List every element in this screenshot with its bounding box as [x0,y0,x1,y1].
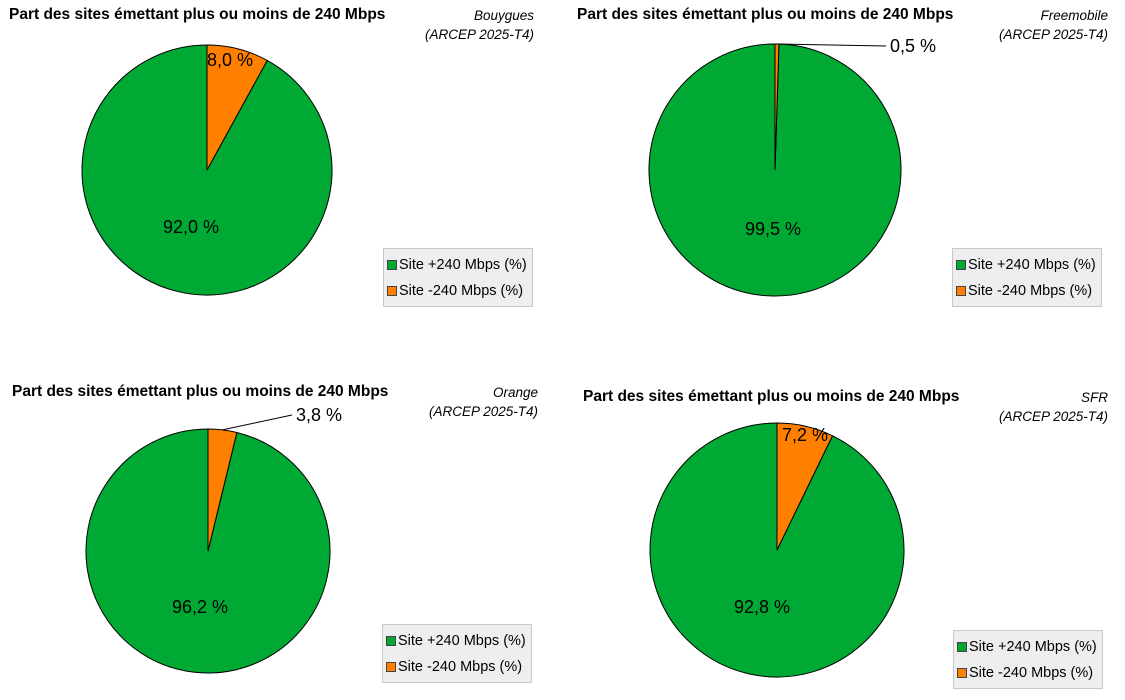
data-label-minus-240: 7,2 % [782,425,828,445]
pie-chart: 96,2 % 3,8 % [85,405,342,674]
chart-title: Part des sites émettant plus ou moins de… [583,388,960,405]
chart-title: Part des sites émettant plus ou moins de… [12,383,389,400]
legend: Site +240 Mbps (%) Site -240 Mbps (%) [953,630,1103,689]
legend-item: Site -240 Mbps (%) [386,657,522,677]
data-label-plus-240: 96,2 % [172,597,228,617]
operator-name: Orange [492,385,538,400]
legend-label: Site -240 Mbps (%) [969,665,1094,681]
chart-panel-sfr: Part des sites émettant plus ou moins de… [562,350,1124,700]
data-label-minus-240: 0,5 % [890,36,936,56]
legend-item: Site +240 Mbps (%) [956,255,1096,275]
label-leader-line [776,43,887,47]
legend-label: Site -240 Mbps (%) [968,283,1093,299]
pie-chart: 99,5 % 0,5 % [648,36,936,297]
legend-swatch-green [387,260,397,270]
source-label: (ARCEP 2025-T4) [424,27,534,42]
legend-swatch-green [956,260,966,270]
chart-panel-freemobile: Part des sites émettant plus ou moins de… [562,0,1124,350]
legend-label: Site -240 Mbps (%) [398,659,523,675]
source-label: (ARCEP 2025-T4) [998,409,1108,424]
data-label-plus-240: 92,0 % [163,217,219,237]
legend-label: Site -240 Mbps (%) [399,283,524,299]
source-label: (ARCEP 2025-T4) [428,404,538,419]
data-label-plus-240: 99,5 % [745,219,801,239]
legend-label: Site +240 Mbps (%) [399,257,527,273]
pie-chart: 92,0 % 8,0 % [81,44,333,296]
legend-label: Site +240 Mbps (%) [969,639,1097,655]
chart-title: Part des sites émettant plus ou moins de… [577,6,954,23]
chart-subtitle: Freemobile (ARCEP 2025-T4) [999,6,1108,44]
legend-item: Site -240 Mbps (%) [957,663,1093,683]
legend-item: Site -240 Mbps (%) [387,281,523,301]
legend-swatch-green [957,642,967,652]
legend-item: Site +240 Mbps (%) [957,637,1097,657]
pie-slice-plus-240 [649,422,905,678]
legend-swatch-orange [387,286,397,296]
chart-title: Part des sites émettant plus ou moins de… [9,6,386,23]
legend-swatch-green [386,636,396,646]
operator-name: Bouygues [473,8,534,23]
legend-item: Site +240 Mbps (%) [386,631,526,651]
chart-subtitle: SFR (ARCEP 2025-T4) [999,388,1108,426]
data-label-plus-240: 92,8 % [734,597,790,617]
source-label: (ARCEP 2025-T4) [998,27,1108,42]
pie-chart: 92,8 % 7,2 % [649,422,905,678]
operator-name: SFR [1081,390,1108,405]
legend: Site +240 Mbps (%) Site -240 Mbps (%) [383,248,533,307]
chart-panel-orange: Part des sites émettant plus ou moins de… [0,350,562,700]
legend-swatch-orange [386,662,396,672]
chart-subtitle: Orange (ARCEP 2025-T4) [429,383,538,421]
legend-item: Site +240 Mbps (%) [387,255,527,275]
pie-slice-minus-240 [776,422,834,551]
data-label-minus-240: 3,8 % [296,405,342,425]
legend-swatch-orange [957,668,967,678]
chart-subtitle: Bouygues (ARCEP 2025-T4) [425,6,534,44]
legend-swatch-orange [956,286,966,296]
pie-slice-minus-240 [206,44,268,171]
chart-panel-bouygues: Part des sites émettant plus ou moins de… [0,0,562,350]
legend-item: Site -240 Mbps (%) [956,281,1092,301]
legend: Site +240 Mbps (%) Site -240 Mbps (%) [382,624,532,683]
data-label-minus-240: 8,0 % [207,50,253,70]
operator-name: Freemobile [1040,8,1108,23]
legend-label: Site +240 Mbps (%) [398,633,526,649]
label-leader-line [222,414,293,431]
legend: Site +240 Mbps (%) Site -240 Mbps (%) [952,248,1102,307]
legend-label: Site +240 Mbps (%) [968,257,1096,273]
